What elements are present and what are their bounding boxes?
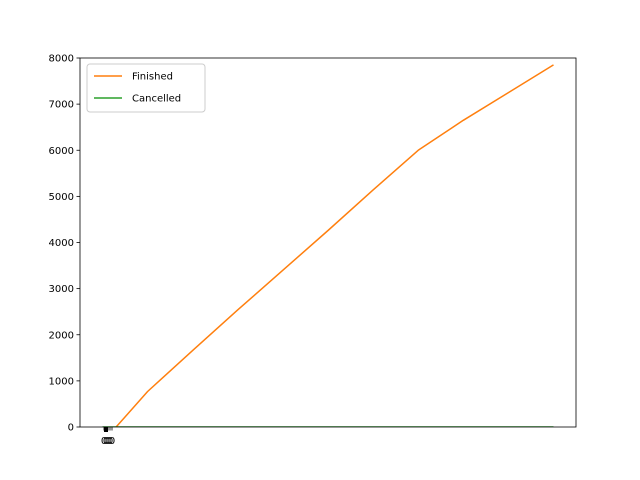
x-tick-label: 0 xyxy=(109,436,115,447)
y-tick-label: 4000 xyxy=(49,238,74,249)
y-tick-label: 8000 xyxy=(49,54,74,65)
y-tick-label: 6000 xyxy=(49,146,74,157)
series-line-finished xyxy=(115,64,554,427)
x-tick-label: 0 xyxy=(107,436,113,447)
series-layer xyxy=(102,64,554,427)
legend-label-cancelled: Cancelled xyxy=(132,94,181,105)
plot-area xyxy=(80,58,576,427)
x-tick-cluster-mark xyxy=(104,427,108,432)
legend: Finished Cancelled xyxy=(86,63,206,113)
y-tick-label: 5000 xyxy=(49,192,74,203)
y-tick-label: 7000 xyxy=(49,100,74,111)
x-tick-label: 0 xyxy=(103,436,109,447)
y-tick-label: 1000 xyxy=(49,376,74,387)
x-tick-label: 0 xyxy=(101,436,107,447)
y-tick-label: 2000 xyxy=(49,330,74,341)
x-tick-label: 0 xyxy=(105,436,111,447)
y-tick-label: 0 xyxy=(68,423,74,434)
y-tick-label: 3000 xyxy=(49,284,74,295)
legend-label-finished: Finished xyxy=(132,72,173,83)
